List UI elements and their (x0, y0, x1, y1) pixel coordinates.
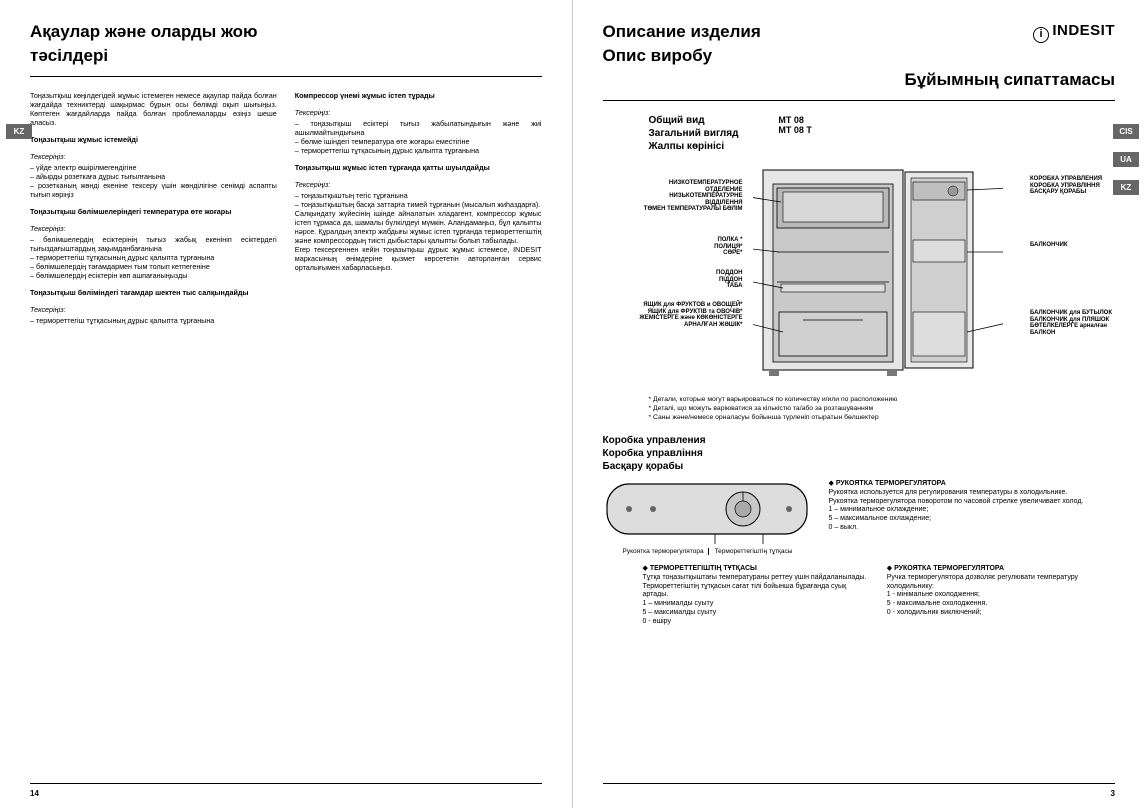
h-too-cold: Тоңазытқыш бөліміндегі тағамдар шектен т… (30, 288, 277, 297)
label-bottle-balcony: БАЛКОНЧИК для БУТЫЛОКБАЛКОНЧИК для ПЛЯШО… (1030, 310, 1120, 336)
left-col-1: Тоңазытқыш көңілдегідей жұмыс істемеген … (30, 91, 277, 333)
left-title-2: тәсілдері (30, 46, 542, 66)
p3: – бөлімшелердің есіктерінің тығыз жабық … (30, 235, 277, 280)
label-drawer: ЯЩИК для ФРУКТОВ и ОВОЩЕЙ*ЯЩИК для ФРУКТ… (633, 302, 743, 328)
left-columns: Тоңазытқыш көңілдегідей жұмыс істемеген … (30, 91, 542, 333)
pc1: – тоңазытқыш есіктері тығыз жабылатындығ… (295, 119, 542, 155)
rule (30, 76, 542, 77)
footer-rule (30, 783, 542, 784)
ch3: Басқару қорабы (603, 461, 1116, 472)
footer-rule-r (603, 783, 1116, 784)
view-h3: Жалпы көрінісі (649, 141, 739, 152)
check3: Тексеріңіз: (30, 305, 277, 314)
page-right: iINDESIT Описание изделия Опис виробу Бұ… (573, 0, 1145, 808)
brand-icon: i (1033, 27, 1049, 43)
label-freezer: НИЗКОТЕМПЕРАТУРНОЕ ОТДЕЛЕНИЕНИЗЬКОТЕМПЕР… (633, 180, 743, 213)
pagenum-left: 14 (30, 789, 39, 798)
left-col-2: Компрессор үнемі жұмыс істеп тұрады Текс… (295, 91, 542, 333)
lang-tab-ua: UA (1113, 152, 1139, 167)
knob-caption-ru: Рукоятка терморегулятора (623, 548, 709, 555)
right-title-2: Опис виробу (603, 46, 1116, 66)
brand-logo: iINDESIT (1033, 22, 1115, 43)
fn2: * Деталі, що можуть варіюватися за кільк… (649, 405, 1116, 412)
fridge-diagram: НИЗКОТЕМПЕРАТУРНОЕ ОТДЕЛЕНИЕНИЗЬКОТЕМПЕР… (633, 162, 1116, 392)
label-shelf: ПОЛКА *ПОЛИЦЯ*СӨРЕ* (633, 237, 743, 257)
fridge-svg (753, 162, 1003, 382)
pc2: – тоңазытқыштың тегіс тұрғанына– тоңазыт… (295, 191, 542, 272)
right-title-3: Бұйымның сипаттамасы (603, 70, 1116, 90)
intro: Тоңазытқыш көңілдегідей жұмыс істемеген … (30, 91, 277, 127)
p2: – үйде электр өшірілмегендігіне– айырды … (30, 163, 277, 199)
box-ua: ◆ РУКОЯТКА ТЕРМОРЕГУЛЯТОРА Ручка терморе… (887, 565, 1115, 626)
check2: Тексеріңіз: (30, 224, 277, 233)
lang-tab-cis: CIS (1113, 124, 1139, 139)
label-balcony: БАЛКОНЧИК (1030, 242, 1120, 249)
label-tray: ПОДДОНПІДДОНТАБА (633, 270, 743, 290)
h-temp-high: Тоңазытқыш бөлімшелеріндегі температура … (30, 207, 277, 216)
control-panel-figure: Рукоятка терморегулятора Термореттегішті… (603, 480, 813, 555)
h-noise: Тоңазытқыш жұмыс істеп тұрғанда қатты шу… (295, 163, 542, 172)
left-title-1: Ақаулар және оларды жою (30, 22, 542, 42)
box-ru: ◆ РУКОЯТКА ТЕРМОРЕГУЛЯТОРА Рукоятка испо… (829, 480, 1116, 555)
model-2: MT 08 T (778, 125, 812, 135)
fn3: * Саны және/немесе орналасуы бойынша түр… (649, 414, 1116, 421)
fn1: * Детали, которые могут варьироваться по… (649, 396, 1116, 403)
h-compressor: Компрессор үнемі жұмыс істеп тұрады (295, 91, 542, 100)
box-kz: ◆ ТЕРМОРЕТТЕГІШТІҢ ТҰТҚАСЫ Тұтқа тоңазыт… (643, 565, 871, 626)
page-left: KZ Ақаулар және оларды жою тәсілдері Тоң… (0, 0, 573, 808)
control-row: Рукоятка терморегулятора Термореттегішті… (603, 480, 1116, 555)
check1: Тексеріңіз: (30, 152, 277, 161)
pagenum-right: 3 (1111, 789, 1115, 798)
view-header: Общий вид Загальний вигляд Жалпы көрініс… (649, 115, 1116, 154)
h-notworking: Тоңазытқыш жұмыс істемейді (30, 135, 277, 144)
label-controlbox: КОРОБКА УПРАВЛЕНИЯКОРОБКА УПРАВЛІННЯБАСҚ… (1030, 176, 1120, 196)
model-1: MT 08 (778, 115, 812, 125)
ch2: Коробка управління (603, 448, 1116, 459)
view-h2: Загальний вигляд (649, 128, 739, 139)
footnotes: * Детали, которые могут варьироваться по… (649, 396, 1116, 421)
lang-tab-kz: KZ (6, 124, 32, 139)
p4: – термореттегіш тұтқасының дұрыс қалыпта… (30, 316, 277, 325)
ch1: Коробка управления (603, 435, 1116, 446)
rule-r (603, 100, 1116, 101)
view-h1: Общий вид (649, 115, 739, 126)
check-c2: Тексеріңіз: (295, 180, 542, 189)
bullets-row: ◆ ТЕРМОРЕТТЕГІШТІҢ ТҰТҚАСЫ Тұтқа тоңазыт… (603, 565, 1116, 626)
knob-caption-kz: Термореттегіштің тұтқасы (715, 548, 793, 555)
check-c1: Тексеріңіз: (295, 108, 542, 117)
